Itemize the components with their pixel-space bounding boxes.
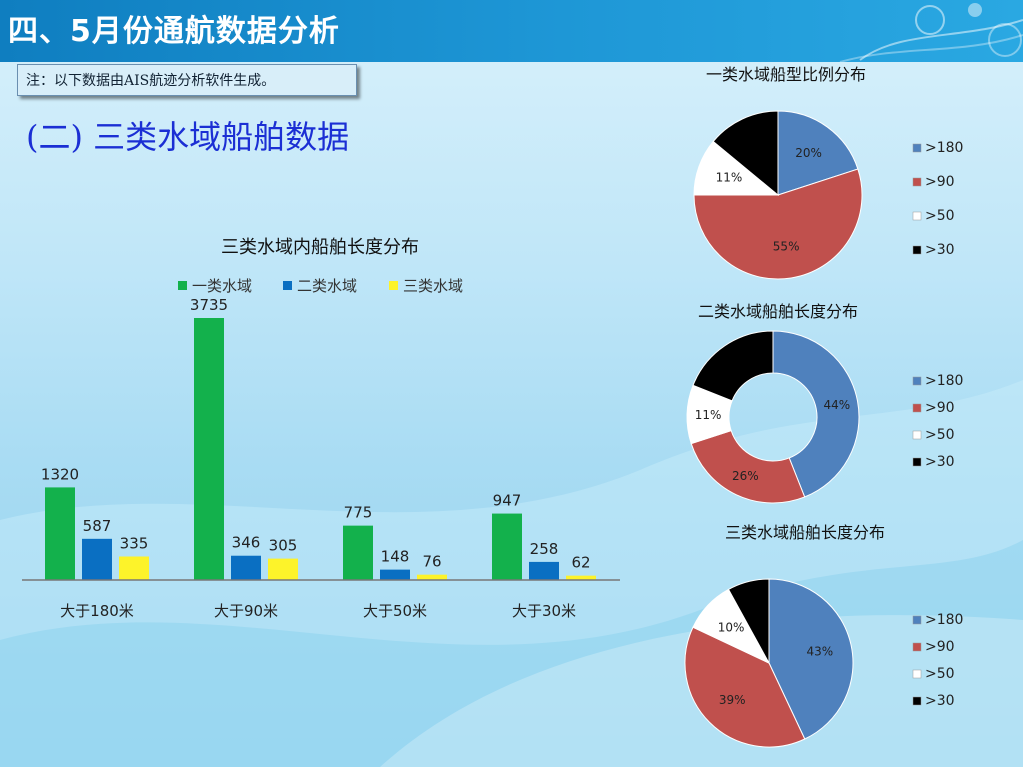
pie-legend-label-1: >180 (925, 140, 963, 156)
pie-legend-swatch-3 (912, 430, 922, 440)
header-bar: 四、5月份通航数据分析 (0, 0, 1023, 62)
section-title: (二) 三类水域船舶数据 (26, 118, 350, 156)
bar-4-1 (492, 513, 522, 580)
pie-data-label-3: 11% (716, 170, 743, 184)
pie-legend-label-1: >180 (925, 612, 963, 628)
pie-legend-label-3: >50 (925, 427, 955, 443)
pie-legend-swatch-4 (912, 696, 922, 706)
pie-legend-swatch-3 (912, 211, 922, 221)
legend-swatch-2 (283, 281, 292, 290)
bar-chart-categories: 大于180米 大于90米 大于50米 大于30米 (60, 602, 576, 620)
bar-label-2-3: 305 (269, 537, 298, 555)
pie-chart-1: 一类水域船型比例分布 20% 55% 11% >180 >90 >50 >30 (693, 65, 963, 280)
bar-3-1 (343, 525, 373, 580)
bar-2-3 (268, 558, 298, 580)
pie-data-label-2: 39% (719, 693, 746, 707)
bar-label-1-2: 587 (83, 517, 112, 535)
legend-swatch-1 (178, 281, 187, 290)
bar-4-2 (529, 561, 559, 580)
bar-1-3 (119, 556, 149, 580)
category-label-4: 大于30米 (512, 602, 576, 620)
bar-label-2-2: 346 (232, 534, 261, 552)
bar-chart: 三类水域内船舶长度分布 一类水域 二类水域 三类水域 1320 587 335 3735 3… (22, 237, 620, 620)
pie-slice-4 (712, 110, 779, 197)
bar-label-4-1: 947 (493, 492, 522, 510)
category-label-3: 大于50米 (363, 602, 427, 620)
pie-data-label-2: 26% (732, 469, 759, 483)
pie-slice-2 (693, 168, 863, 280)
legend-label-1: 一类水域 (192, 277, 252, 295)
pie-legend-swatch-4 (912, 245, 922, 255)
pie-title: 二类水域船舶长度分布 (698, 302, 858, 321)
pie-slice-2 (690, 429, 806, 504)
bar-label-1-3: 335 (120, 535, 149, 553)
pie-legend-label-3: >50 (925, 208, 955, 224)
pie-legend-label-2: >90 (925, 400, 955, 416)
pie-legend-swatch-2 (912, 642, 922, 652)
bar-2-1 (194, 318, 224, 580)
pie-data-label-2: 55% (773, 239, 800, 253)
pie-legend-swatch-4 (912, 457, 922, 467)
pie-legend-label-4: >30 (925, 454, 955, 470)
data-source-note: 注：以下数据由AIS航迹分析软件生成。 (17, 64, 357, 96)
pie-legend-swatch-1 (912, 143, 922, 153)
bar-chart-legend: 一类水域 二类水域 三类水域 (178, 277, 463, 295)
page-title: 四、5月份通航数据分析 (8, 14, 340, 49)
pie-data-label-3: 10% (718, 620, 745, 634)
bar-1-1 (45, 487, 75, 580)
legend-label-2: 二类水域 (297, 277, 357, 295)
pie-chart-2: 二类水域船舶长度分布 44% 26% 11% >180 >90 >50 >30 (686, 302, 963, 504)
pie-slice-2 (684, 626, 806, 748)
bar-4-3 (566, 575, 596, 580)
bar-label-3-1: 775 (344, 504, 373, 522)
pie-slice-1 (768, 578, 854, 740)
pie-slice-4 (692, 330, 774, 402)
bar-label-3-3: 76 (422, 553, 441, 571)
bar-label-1-1: 1320 (41, 465, 79, 483)
header-bubbles (839, 3, 1023, 62)
pie-legend-label-4: >30 (925, 693, 955, 709)
legend-label-3: 三类水域 (403, 277, 463, 295)
bar-label-2-1: 3735 (190, 296, 228, 314)
pie-legend-label-4: >30 (925, 242, 955, 258)
pie-legend-swatch-1 (912, 376, 922, 386)
pie-legend-swatch-2 (912, 177, 922, 187)
bar-label-4-2: 258 (530, 540, 559, 558)
pie-slice-1 (772, 330, 860, 498)
bar-chart-title: 三类水域内船舶长度分布 (221, 237, 419, 258)
pie-slice-4 (727, 578, 770, 664)
pie-title: 三类水域船舶长度分布 (725, 523, 885, 542)
bar-label-3-2: 148 (381, 548, 410, 566)
pie-data-label-1: 43% (806, 645, 833, 659)
pie-legend-swatch-1 (912, 615, 922, 625)
pie-legend-label-3: >50 (925, 666, 955, 682)
category-label-1: 大于180米 (60, 602, 134, 620)
legend-swatch-3 (389, 281, 398, 290)
pie-data-label-3: 11% (695, 408, 722, 422)
pie-legend-swatch-2 (912, 403, 922, 413)
bar-label-4-3: 62 (571, 554, 590, 572)
bar-chart-marks: 1320 587 335 3735 346 305 775 148 76 947 258 62 (41, 296, 596, 580)
pie-data-label-1: 20% (795, 146, 822, 160)
pie-legend-label-1: >180 (925, 373, 963, 389)
bar-1-2 (82, 538, 112, 580)
category-label-2: 大于90米 (214, 602, 278, 620)
bar-3-2 (380, 569, 410, 580)
bar-2-2 (231, 555, 261, 580)
pie-data-label-1: 44% (824, 398, 851, 412)
pie-legend-label-2: >90 (925, 639, 955, 655)
pie-chart-3: 三类水域船舶长度分布 43% 39% 10% >180 >90 >50 >30 (684, 523, 963, 748)
bar-3-3 (417, 574, 447, 580)
pie-legend-swatch-3 (912, 669, 922, 679)
pie-slice-1 (777, 110, 859, 196)
pie-title: 一类水域船型比例分布 (706, 65, 866, 84)
pie-legend-label-2: >90 (925, 174, 955, 190)
